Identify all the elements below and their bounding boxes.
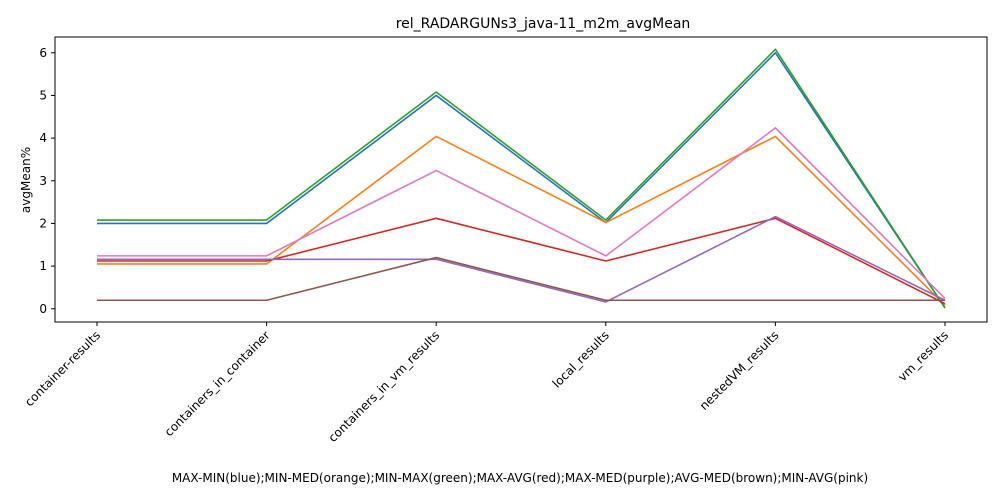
x-tick-label: containers_in_vm_results bbox=[326, 328, 443, 445]
y-tick-label: 6 bbox=[39, 46, 47, 60]
y-tick-label: 1 bbox=[39, 259, 47, 273]
x-tick-label: containers_in_container bbox=[162, 328, 273, 439]
y-tick-label: 4 bbox=[39, 131, 47, 145]
plot-frame bbox=[54, 36, 988, 323]
y-tick-label: 5 bbox=[39, 88, 47, 102]
series-line-4 bbox=[97, 215, 946, 303]
y-axis-label: avgMean% bbox=[19, 147, 33, 213]
y-axis-ticks: 0 1 2 3 4 5 6 bbox=[39, 46, 55, 316]
series-line-3 bbox=[97, 217, 946, 305]
x-axis-ticks: container-results containers_in_container… bbox=[22, 322, 951, 445]
y-tick-label: 3 bbox=[39, 174, 47, 188]
x-tick-label: container-results bbox=[22, 328, 103, 409]
x-tick-label: vm_results bbox=[895, 328, 951, 384]
series-line-6 bbox=[97, 127, 946, 300]
series-line-5 bbox=[97, 256, 945, 302]
y-tick-label: 0 bbox=[39, 302, 47, 316]
series-line-2 bbox=[97, 48, 946, 309]
x-tick-label: local_results bbox=[550, 328, 612, 390]
series-line-0 bbox=[97, 51, 946, 309]
series-line-1 bbox=[97, 135, 946, 306]
series-layer bbox=[97, 48, 946, 309]
x-axis-label: MAX-MIN(blue);MIN-MED(orange);MIN-MAX(gr… bbox=[172, 471, 868, 485]
chart-title: rel_RADARGUNs3_java-11_m2m_avgMean bbox=[396, 16, 691, 32]
x-tick-label: nestedVM_results bbox=[697, 328, 782, 413]
y-tick-label: 2 bbox=[39, 216, 47, 230]
